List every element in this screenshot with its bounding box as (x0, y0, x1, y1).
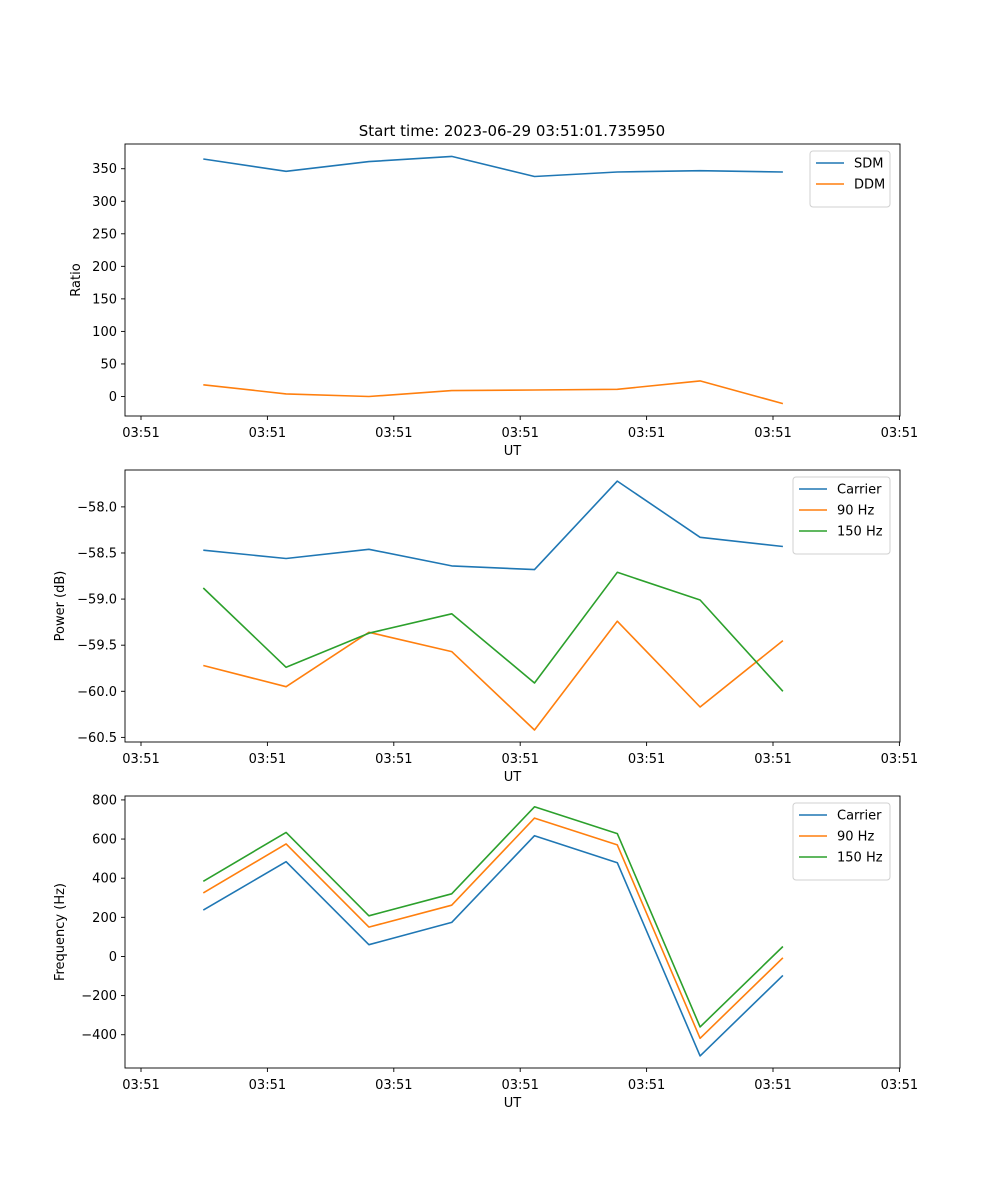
legend: SDM DDM (809, 150, 891, 208)
chart-panel-3: 800 600 400 200 0 −200 −400 03:51 03:51 03:51 03:5… (53, 793, 918, 1111)
y-tick-label: 400 (92, 872, 117, 887)
x-tick-label: 03:51 (375, 752, 412, 767)
legend-label: Carrier (837, 809, 882, 824)
plot-area (125, 796, 900, 1068)
y-tick-label: 100 (92, 325, 117, 340)
figure-title: Start time: 2023-06-29 03:51:01.735950 (359, 122, 665, 140)
y-tick-label: 250 (92, 227, 117, 242)
plot-area (125, 144, 900, 416)
x-tick-label: 03:51 (754, 1078, 791, 1093)
y-tick-label: 0 (109, 390, 117, 405)
y-tick-label: 350 (92, 162, 117, 177)
plot-area (125, 470, 900, 742)
x-tick-label: 03:51 (881, 1078, 918, 1093)
x-tick-label: 03:51 (501, 1078, 538, 1093)
y-axis-label: Power (dB) (53, 571, 68, 642)
y-tick-label: −58.5 (77, 546, 117, 561)
y-tick-label: −59.0 (77, 593, 117, 608)
x-tick-label: 03:51 (375, 1078, 412, 1093)
axes-frame (124, 143, 901, 417)
series-line-carrier (202, 834, 784, 1057)
y-tick-label: −200 (81, 989, 117, 1004)
series-line-150-hz (202, 571, 784, 692)
y-tick-label: 800 (92, 793, 117, 808)
legend-box (792, 476, 891, 555)
x-tick-label: 03:51 (249, 1078, 286, 1093)
y-tick-label: 200 (92, 911, 117, 926)
series-line-ddm (203, 380, 784, 405)
x-axis-label: UT (504, 770, 522, 785)
x-tick-label: 03:51 (122, 752, 159, 767)
y-tick-label: 200 (92, 260, 117, 275)
legend-label: 90 Hz (837, 830, 874, 845)
legend-label: 90 Hz (837, 504, 874, 519)
legend-box (792, 802, 891, 881)
axes-frame (124, 469, 901, 743)
x-tick-label: 03:51 (881, 752, 918, 767)
x-tick-label: 03:51 (628, 426, 665, 441)
y-tick-label: 300 (92, 195, 117, 210)
series-line-150-hz (202, 805, 784, 1028)
x-tick-label: 03:51 (628, 752, 665, 767)
x-tick-label: 03:51 (501, 426, 538, 441)
legend-label: DDM (854, 178, 885, 193)
x-tick-label: 03:51 (122, 426, 159, 441)
y-tick-label: −60.0 (77, 685, 117, 700)
x-axis-label: UT (504, 444, 522, 459)
legend: Carrier 90 Hz 150 Hz (792, 476, 891, 555)
x-tick-label: 03:51 (122, 1078, 159, 1093)
legend-box (809, 150, 891, 208)
chart-panel-2: −58.0 −58.5 −59.0 −59.5 −60.0 −60.5 03:51 03:51… (53, 469, 918, 785)
x-tick-label: 03:51 (628, 1078, 665, 1093)
x-tick-label: 03:51 (375, 426, 412, 441)
y-tick-label: −58.0 (77, 500, 117, 515)
x-tick-label: 03:51 (881, 426, 918, 441)
y-axis-label: Frequency (Hz) (53, 883, 68, 981)
x-axis-label: UT (504, 1096, 522, 1111)
legend-label: 150 Hz (837, 851, 883, 866)
y-tick-label: 0 (109, 950, 117, 965)
x-tick-label: 03:51 (754, 426, 791, 441)
y-tick-label: 150 (92, 292, 117, 307)
legend-label: Carrier (837, 483, 882, 498)
x-tick-label: 03:51 (249, 426, 286, 441)
y-axis-label: Ratio (69, 263, 84, 296)
y-tick-label: −59.5 (77, 639, 117, 654)
chart-panel-1: 0 50 100 150 200 250 300 350 03:51 03:51 03:51 03:5… (69, 143, 918, 459)
legend: Carrier 90 Hz 150 Hz (792, 802, 891, 881)
legend-label: SDM (854, 157, 883, 172)
axes-frame (124, 795, 901, 1069)
x-tick-label: 03:51 (501, 752, 538, 767)
y-tick-label: 50 (100, 357, 117, 372)
x-tick-label: 03:51 (249, 752, 286, 767)
series-line-90-hz (203, 620, 784, 731)
legend-label: 150 Hz (837, 525, 883, 540)
y-tick-label: −60.5 (77, 731, 117, 746)
y-tick-label: −400 (81, 1028, 117, 1043)
y-tick-label: 600 (92, 833, 117, 848)
series-line-90-hz (202, 817, 784, 1040)
series-line-sdm (203, 155, 783, 178)
x-tick-label: 03:51 (754, 752, 791, 767)
series-line-carrier (203, 480, 783, 571)
